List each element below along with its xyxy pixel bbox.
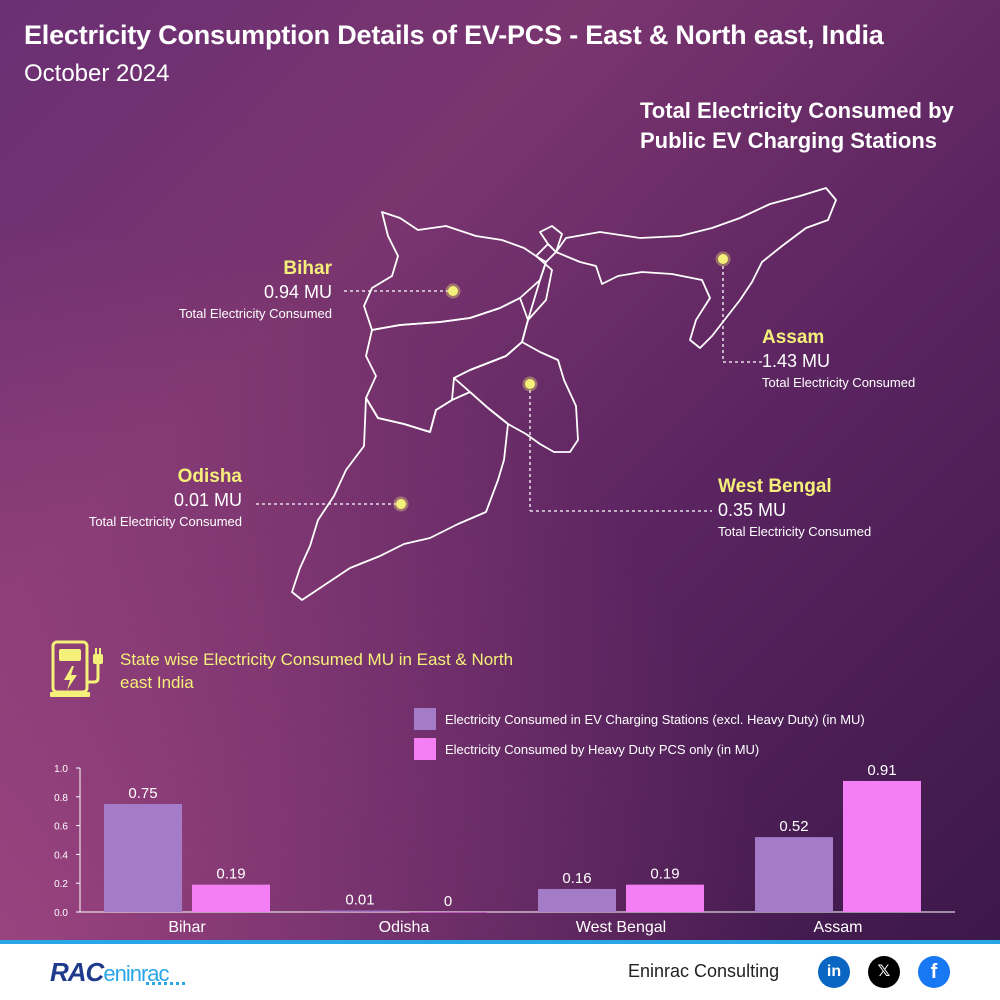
legend-label-series2: Electricity Consumed by Heavy Duty PCS o… bbox=[445, 741, 760, 757]
data-label: 0.52 bbox=[779, 818, 808, 835]
data-label: 0.19 bbox=[650, 866, 679, 883]
data-label: 0.01 bbox=[345, 892, 374, 909]
logo-dots bbox=[146, 982, 186, 985]
page-subtitle: October 2024 bbox=[24, 60, 170, 87]
ev-charger-icon bbox=[50, 638, 110, 705]
odisha-sub: Total Electricity Consumed bbox=[88, 514, 242, 529]
legend-label-series1: Electricity Consumed in EV Charging Stat… bbox=[445, 711, 865, 727]
eninrac-logo: RACeninrac bbox=[50, 957, 170, 987]
west-bengal-outline bbox=[453, 243, 579, 453]
data-label: 0.91 bbox=[867, 762, 896, 779]
footer-accent-line bbox=[0, 940, 1000, 944]
west-bengal-sub: Total Electricity Consumed bbox=[718, 524, 872, 539]
region-map bbox=[291, 187, 837, 601]
data-label: 0.75 bbox=[128, 785, 157, 802]
sikkim-outline bbox=[539, 225, 563, 253]
bar-s1-assam bbox=[755, 837, 833, 912]
west-bengal-value: 0.35 MU bbox=[718, 500, 787, 520]
company-name: Eninrac Consulting bbox=[628, 961, 780, 981]
odisha-label: Odisha 0.01 MU Total Electricity Consume… bbox=[30, 466, 242, 529]
legend-swatch-series2 bbox=[414, 738, 436, 760]
bar-s2-odisha bbox=[409, 912, 487, 913]
bihar-label: Bihar 0.94 MU Total Electricity Consumed bbox=[120, 258, 332, 321]
map-heading: Total Electricity Consumed by Public EV … bbox=[640, 98, 954, 153]
chart-legend: Electricity Consumed in EV Charging Stat… bbox=[414, 708, 865, 768]
bar-chart: 0.0 0.2 0.4 0.6 0.8 1.0 0.75 0.19 Bihar 0.01 0 Odis… bbox=[54, 762, 955, 936]
facebook-icon[interactable]: f bbox=[918, 956, 950, 988]
data-label: 0.19 bbox=[216, 866, 245, 883]
data-label: 0 bbox=[444, 893, 452, 910]
x-tick-label: Bihar bbox=[168, 919, 206, 936]
assam-marker bbox=[715, 251, 731, 267]
x-tick-label: West Bengal bbox=[576, 919, 666, 936]
northeast-outline bbox=[555, 187, 837, 349]
x-tick-label: Odisha bbox=[379, 919, 430, 936]
y-tick-label: 0.0 bbox=[54, 908, 68, 919]
legend-item-series2: Electricity Consumed by Heavy Duty PCS o… bbox=[414, 738, 865, 760]
y-tick-label: 0.4 bbox=[54, 850, 68, 861]
west-bengal-label: West Bengal 0.35 MU Total Electricity Co… bbox=[718, 476, 958, 539]
bar-s1-odisha bbox=[321, 910, 399, 912]
legend-swatch-series1 bbox=[414, 708, 436, 730]
bar-s1-west-bengal bbox=[538, 888, 616, 912]
bihar-sub: Total Electricity Consumed bbox=[178, 306, 332, 321]
x-tick-label: Assam bbox=[814, 919, 863, 936]
odisha-outline bbox=[291, 391, 509, 601]
odisha-marker bbox=[393, 496, 409, 512]
x-icon[interactable]: 𝕏 bbox=[868, 956, 900, 988]
y-tick-label: 0.8 bbox=[54, 793, 68, 804]
odisha-value: 0.01 MU bbox=[173, 490, 242, 510]
west-bengal-marker bbox=[522, 376, 538, 392]
data-label: 0.16 bbox=[562, 870, 591, 887]
legend-item-series1: Electricity Consumed in EV Charging Stat… bbox=[414, 708, 865, 730]
y-tick-label: 0.2 bbox=[54, 879, 68, 890]
bar-s2-west-bengal bbox=[626, 884, 704, 912]
jharkhand-outline bbox=[365, 297, 529, 433]
linkedin-icon[interactable]: in bbox=[818, 956, 850, 988]
bar-s2-assam bbox=[843, 780, 921, 912]
odisha-name: Odisha bbox=[177, 466, 242, 487]
bar-s1-bihar bbox=[104, 804, 182, 912]
y-tick-label: 0.6 bbox=[54, 822, 68, 833]
page-title: Electricity Consumption Details of EV-PC… bbox=[24, 20, 884, 50]
bihar-outline bbox=[363, 211, 547, 331]
west-bengal-name: West Bengal bbox=[718, 476, 832, 497]
bihar-marker bbox=[445, 283, 461, 299]
assam-sub: Total Electricity Consumed bbox=[762, 375, 916, 390]
y-tick-label: 1.0 bbox=[54, 764, 68, 775]
bihar-name: Bihar bbox=[283, 258, 332, 279]
assam-value: 1.43 MU bbox=[762, 351, 831, 371]
assam-name: Assam bbox=[762, 327, 825, 348]
bar-s2-bihar bbox=[192, 884, 270, 912]
assam-label: Assam 1.43 MU Total Electricity Consumed bbox=[762, 327, 982, 390]
bihar-value: 0.94 MU bbox=[263, 282, 332, 302]
section-title: State wise Electricity Consumed MU in Ea… bbox=[120, 650, 514, 692]
